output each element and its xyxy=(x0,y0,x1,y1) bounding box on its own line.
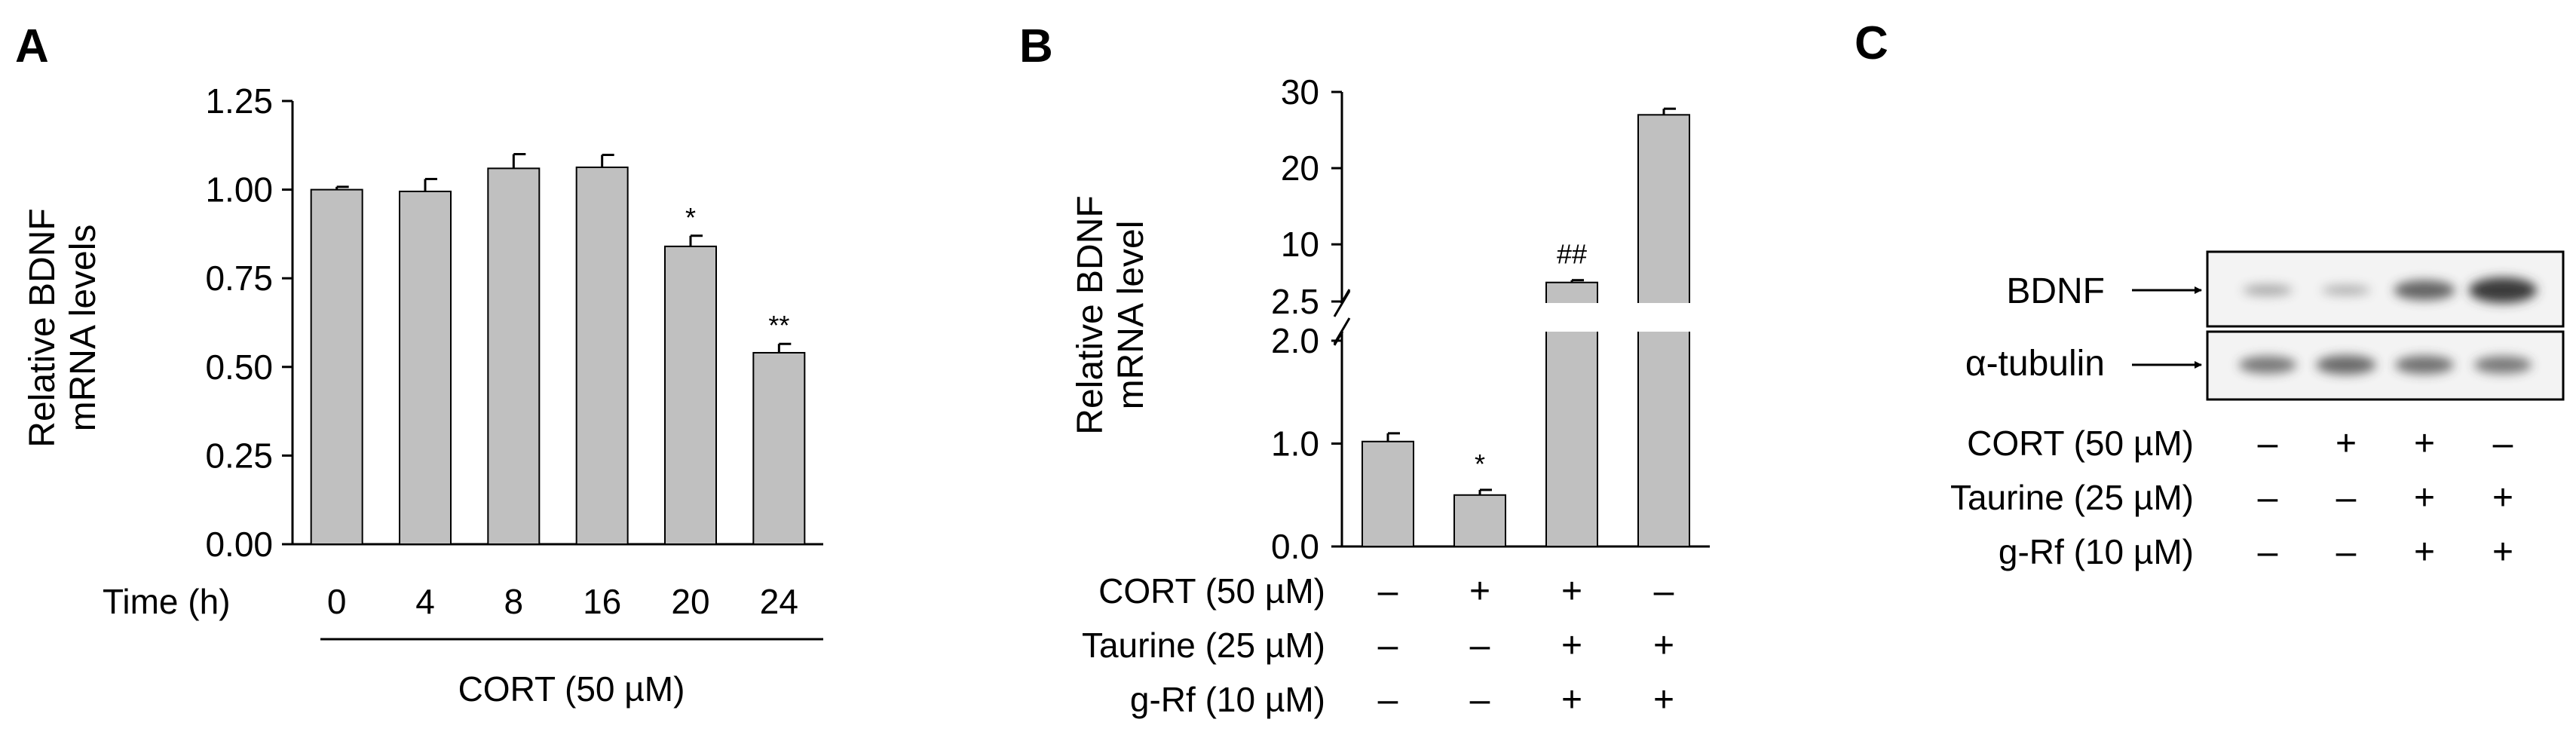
blot-condition-sign: – xyxy=(2258,478,2278,518)
chart-a-group-label: CORT (50 µM) xyxy=(458,669,685,709)
chart-b-ytick-label: 2.0 xyxy=(1271,321,1319,360)
blot-band xyxy=(2321,285,2371,295)
chart-b-ytick-label: 20 xyxy=(1281,148,1319,188)
chart-a-ytick-label: 0.50 xyxy=(205,347,273,387)
chart-a-significance: * xyxy=(685,202,696,233)
chart-b-ytick-label: 0.0 xyxy=(1271,527,1319,566)
chart-a-bar xyxy=(664,245,717,545)
blot-band xyxy=(2469,277,2537,303)
chart-b-significance: * xyxy=(1475,448,1485,479)
blot-condition-sign: + xyxy=(2414,424,2435,464)
chart-b-condition-sign: + xyxy=(1561,571,1582,611)
blot-band xyxy=(2473,356,2532,374)
chart-a-ylabel-line1: Relative BDNF xyxy=(23,208,63,447)
chart-a-bar xyxy=(575,166,629,545)
panel-label-a: A xyxy=(15,20,49,72)
blot-condition-sign: + xyxy=(2336,424,2357,464)
panel-label-b: B xyxy=(1019,20,1053,72)
chart-a-ytick-label: 0.75 xyxy=(205,259,273,298)
chart-a-ylabel-line2: mRNA levels xyxy=(63,225,103,432)
chart-b-condition-label: CORT (50 µM) xyxy=(1098,571,1325,611)
chart-b-condition-sign: + xyxy=(1469,571,1490,611)
blot-band xyxy=(2395,355,2454,375)
chart-b-ytick-label: 2.5 xyxy=(1271,282,1319,321)
blot-condition-sign: – xyxy=(2258,532,2278,572)
chart-a-bar xyxy=(399,190,452,545)
blot-condition-sign: + xyxy=(2414,478,2435,518)
blot-condition-sign: + xyxy=(2414,532,2435,572)
chart-b-ytick-label: 1.0 xyxy=(1271,424,1319,464)
chart-b-significance: ## xyxy=(1557,239,1587,270)
chart-a-xtick-label: 4 xyxy=(415,582,435,621)
chart-b-condition-sign: – xyxy=(1378,680,1398,720)
chart-b-axis-break-gap xyxy=(1333,303,1725,332)
chart-b-bar xyxy=(1362,440,1414,548)
chart-a-bar xyxy=(752,351,806,546)
blot-row-label-tubulin: α-tubulin xyxy=(1965,344,2105,384)
chart-a: Relative BDNF mRNA levels Time (h) CORT … xyxy=(23,81,823,709)
chart-b-break-slash-lower xyxy=(1333,317,1351,344)
chart-a-xtick-label: 24 xyxy=(760,582,798,621)
panel-label-c: C xyxy=(1855,17,1888,69)
blot-condition-sign: + xyxy=(2492,478,2513,518)
blot-band xyxy=(2243,284,2293,296)
chart-b-condition-label: Taurine (25 µM) xyxy=(1082,626,1325,665)
chart-b-condition-sign: + xyxy=(1653,680,1674,720)
chart-a-xlabel: Time (h) xyxy=(103,582,231,621)
chart-b-condition-sign: – xyxy=(1470,680,1490,720)
chart-b-ytick-label: 30 xyxy=(1281,72,1319,112)
blot-condition-sign: – xyxy=(2493,424,2513,464)
chart-b-condition-sign: – xyxy=(1654,571,1674,611)
chart-b-condition-sign: + xyxy=(1653,626,1674,666)
western-blot: BDNF α-tubulin CORT (50 µM) – + + – Taurine (… xyxy=(1950,250,2565,572)
chart-a-ytick-label: 1.25 xyxy=(205,81,273,121)
chart-b-ylabel-line2: mRNA level xyxy=(1111,221,1151,410)
chart-a-ytick-label: 0.00 xyxy=(205,525,273,564)
blot-condition-sign: – xyxy=(2336,478,2357,518)
blot-band xyxy=(2316,355,2376,375)
chart-a-xtick-label: 20 xyxy=(671,582,709,621)
chart-a-xtick-label: 0 xyxy=(327,582,347,621)
chart-b-ytick-label: 10 xyxy=(1281,225,1319,264)
chart-a-ytick-label: 0.25 xyxy=(205,436,273,475)
chart-a-ytick-label: 1.00 xyxy=(205,170,273,210)
chart-a-bar xyxy=(487,167,541,545)
chart-b-condition-sign: + xyxy=(1561,626,1582,666)
chart-b-condition-label: g-Rf (10 µM) xyxy=(1130,680,1325,719)
chart-b-bar xyxy=(1453,494,1506,547)
blot-condition-sign: – xyxy=(2258,424,2278,464)
blot-band xyxy=(2238,356,2297,374)
chart-b-condition-sign: – xyxy=(1470,626,1490,666)
chart-b: Relative BDNF mRNA level 0.0 1.0 2.02.5 10 2… xyxy=(1071,72,1725,720)
blot-condition-label: Taurine (25 µM) xyxy=(1950,478,2194,517)
chart-b-ylabel-line1: Relative BDNF xyxy=(1071,195,1110,434)
chart-a-significance: ** xyxy=(768,310,789,341)
blot-condition-label: g-Rf (10 µM) xyxy=(1999,532,2194,571)
chart-b-break-slash-upper xyxy=(1333,290,1351,317)
chart-a-xtick-label: 16 xyxy=(583,582,621,621)
blot-row-label-bdnf: BDNF xyxy=(2006,271,2105,311)
blot-condition-sign: + xyxy=(2492,532,2513,572)
blot-condition-sign: – xyxy=(2336,532,2357,572)
blot-condition-label: CORT (50 µM) xyxy=(1967,424,2194,463)
blot-band xyxy=(2394,280,2455,301)
chart-a-bar xyxy=(310,188,363,545)
chart-b-condition-sign: – xyxy=(1378,571,1398,611)
chart-b-condition-sign: – xyxy=(1378,626,1398,666)
chart-a-xtick-label: 8 xyxy=(504,582,524,621)
chart-b-condition-sign: + xyxy=(1561,680,1582,720)
